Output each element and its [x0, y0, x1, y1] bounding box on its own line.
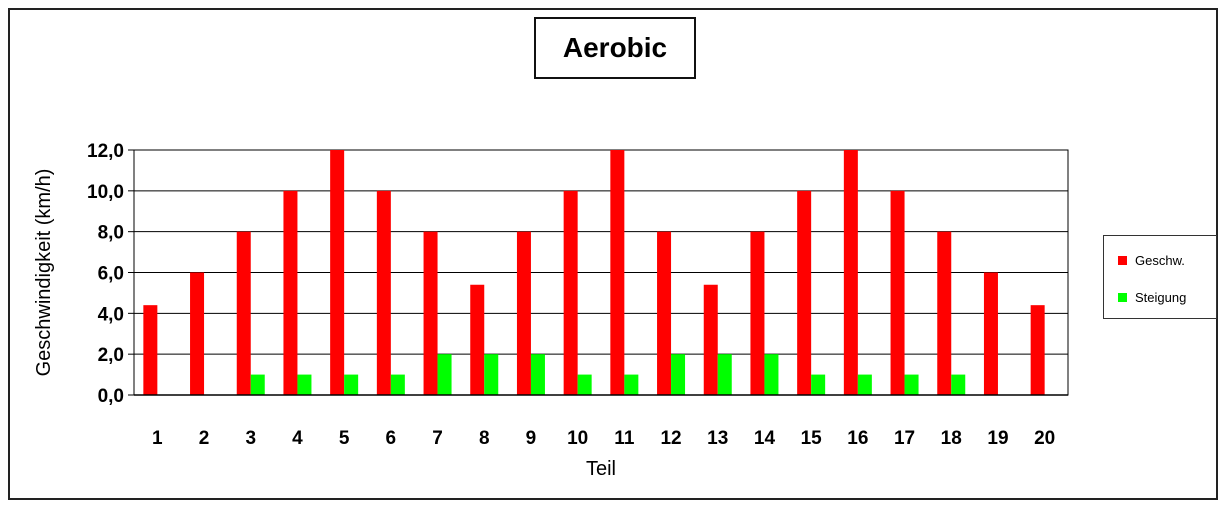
bar-steigung — [764, 354, 779, 395]
bar-geschw — [330, 150, 345, 395]
bar-geschw — [516, 231, 531, 395]
bar-geschw — [190, 272, 205, 395]
x-tick-label: 13 — [707, 428, 728, 449]
x-tick-label: 4 — [292, 428, 303, 449]
bar-steigung — [811, 374, 826, 395]
x-tick-label: 7 — [432, 428, 443, 449]
bar-geschw — [376, 190, 391, 395]
bar-geschw — [1030, 305, 1045, 395]
legend-swatch-steigung — [1118, 293, 1127, 302]
x-axis-label: Teil — [586, 458, 616, 480]
x-tick-label: 15 — [801, 428, 823, 449]
x-tick-label: 20 — [1034, 428, 1055, 449]
x-tick-label: 10 — [567, 428, 588, 449]
x-tick-label: 3 — [245, 428, 256, 449]
bar-geschw — [236, 231, 251, 395]
bar-steigung — [951, 374, 966, 395]
x-tick-label: 5 — [339, 428, 350, 449]
bar-geschw — [657, 231, 672, 395]
x-tick-label: 2 — [199, 428, 210, 449]
x-tick-label: 1 — [152, 428, 163, 449]
bar-steigung — [577, 374, 592, 395]
x-tick-label: 16 — [847, 428, 868, 449]
y-tick-label: 6,0 — [98, 264, 124, 285]
bar-steigung — [530, 354, 545, 395]
bar-geschw — [283, 190, 298, 395]
bar-geschw — [843, 150, 858, 395]
bar-steigung — [437, 354, 452, 395]
legend-item-geschw: Geschw. — [1118, 253, 1185, 268]
bar-steigung — [671, 354, 686, 395]
x-tick-label: 11 — [614, 428, 635, 449]
bar-steigung — [484, 354, 499, 395]
legend-label-steigung: Steigung — [1135, 290, 1187, 305]
legend-label-geschw: Geschw. — [1135, 253, 1185, 268]
bar-geschw — [750, 231, 765, 395]
bar-geschw — [143, 305, 158, 395]
bar-geschw — [937, 231, 952, 395]
bar-steigung — [717, 354, 732, 395]
bar-geschw — [983, 272, 998, 395]
bar-steigung — [390, 374, 405, 395]
legend: Geschw. Steigung — [1103, 235, 1217, 319]
x-tick-label: 19 — [987, 428, 1008, 449]
legend-item-steigung: Steigung — [1118, 290, 1186, 305]
bar-steigung — [904, 374, 919, 395]
y-tick-label: 8,0 — [98, 223, 124, 244]
bar-geschw — [890, 190, 905, 395]
x-tick-label: 18 — [941, 428, 962, 449]
bar-geschw — [703, 284, 718, 395]
bar-geschw — [563, 190, 578, 395]
legend-swatch-geschw — [1118, 256, 1127, 265]
bar-steigung — [344, 374, 359, 395]
x-tick-label: 17 — [894, 428, 915, 449]
bar-geschw — [797, 190, 812, 395]
bar-steigung — [857, 374, 872, 395]
y-tick-label: 0,0 — [98, 386, 124, 407]
bar-geschw — [610, 150, 625, 395]
bar-geschw — [423, 231, 438, 395]
y-tick-label: 10,0 — [87, 182, 124, 203]
x-tick-label: 12 — [660, 428, 681, 449]
y-axis-label: Geschwindigkeit (km/h) — [33, 169, 55, 377]
y-tick-label: 2,0 — [98, 345, 124, 366]
bar-steigung — [624, 374, 639, 395]
bar-steigung — [250, 374, 265, 395]
chart-title: Aerobic — [534, 17, 696, 79]
y-tick-label: 12,0 — [87, 141, 124, 162]
y-tick-label: 4,0 — [98, 304, 124, 325]
bar-steigung — [297, 374, 312, 395]
x-tick-label: 9 — [526, 428, 537, 449]
bar-geschw — [470, 284, 485, 395]
x-tick-label: 6 — [386, 428, 397, 449]
x-tick-label: 14 — [754, 428, 776, 449]
x-tick-label: 8 — [479, 428, 490, 449]
